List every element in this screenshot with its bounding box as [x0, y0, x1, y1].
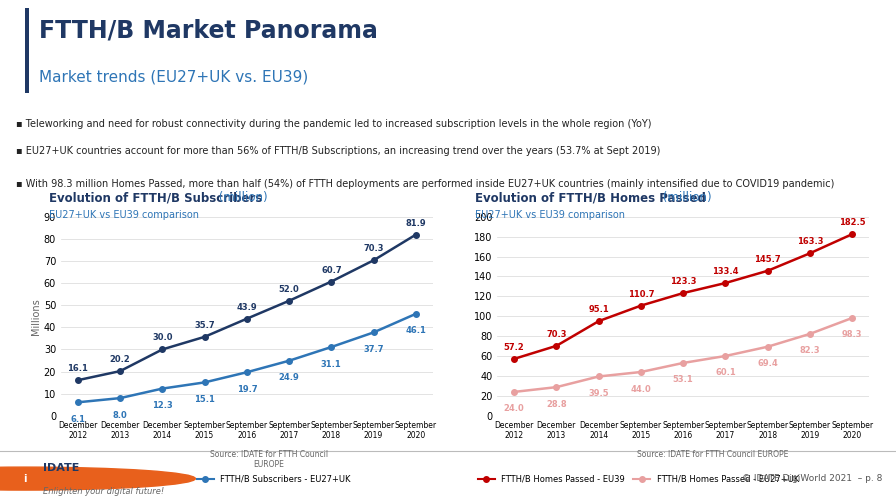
Text: ▪ With 98.3 million Homes Passed, more than half (54%) of FTTH deployments are p: ▪ With 98.3 million Homes Passed, more t… [16, 179, 834, 189]
Text: 28.8: 28.8 [547, 400, 567, 409]
Text: 6.1: 6.1 [70, 415, 85, 424]
Text: 20.2: 20.2 [109, 355, 131, 364]
Text: ▪ Teleworking and need for robust connectivity during the pandemic led to increa: ▪ Teleworking and need for robust connec… [16, 119, 651, 130]
Text: 163.3: 163.3 [797, 237, 823, 246]
Text: 16.1: 16.1 [67, 364, 89, 373]
Text: (million): (million) [215, 191, 268, 204]
Text: 30.0: 30.0 [152, 334, 173, 343]
Text: 123.3: 123.3 [670, 277, 696, 286]
Text: Market trends (EU27+UK vs. EU39): Market trends (EU27+UK vs. EU39) [39, 69, 309, 84]
Text: 8.0: 8.0 [113, 411, 127, 420]
Text: © IDATE DigiWorld 2021  – p. 8: © IDATE DigiWorld 2021 – p. 8 [742, 474, 883, 483]
Text: 110.7: 110.7 [628, 290, 654, 299]
Text: 19.7: 19.7 [237, 385, 257, 394]
Text: (million): (million) [659, 191, 711, 204]
Circle shape [0, 467, 195, 490]
Text: Evolution of FTTH/B Subscribers: Evolution of FTTH/B Subscribers [49, 191, 263, 204]
Text: 43.9: 43.9 [237, 303, 257, 312]
Text: IDATE: IDATE [43, 463, 80, 473]
Text: 24.9: 24.9 [279, 373, 299, 382]
Text: 12.3: 12.3 [152, 401, 173, 410]
Text: 52.0: 52.0 [279, 285, 299, 294]
Text: Source: IDATE for FTTH Council
EUROPE: Source: IDATE for FTTH Council EUROPE [210, 450, 328, 469]
Text: 60.7: 60.7 [321, 266, 341, 275]
Bar [25, 8, 29, 93]
Text: 31.1: 31.1 [321, 359, 341, 368]
Text: 95.1: 95.1 [589, 305, 609, 314]
Text: 15.1: 15.1 [194, 395, 215, 404]
Text: 182.5: 182.5 [839, 218, 866, 227]
Text: 82.3: 82.3 [799, 346, 820, 355]
Text: Enlighten your digital future!: Enlighten your digital future! [43, 487, 164, 496]
Text: i: i [23, 474, 27, 484]
Text: 98.3: 98.3 [842, 331, 863, 340]
Text: 37.7: 37.7 [364, 345, 383, 354]
Text: Evolution of FTTH/B Homes Passed: Evolution of FTTH/B Homes Passed [475, 191, 706, 204]
Text: ▪ EU27+UK countries account for more than 56% of FTTH/B Subscriptions, an increa: ▪ EU27+UK countries account for more tha… [16, 146, 660, 156]
Text: 57.2: 57.2 [504, 343, 524, 352]
Text: 53.1: 53.1 [673, 375, 694, 385]
Text: 35.7: 35.7 [194, 321, 215, 330]
Legend: FTTH/B Homes Passed - EU39, FTTH/B Homes Passed - EU27+UK: FTTH/B Homes Passed - EU39, FTTH/B Homes… [475, 472, 803, 487]
Text: 46.1: 46.1 [405, 326, 426, 335]
Text: 81.9: 81.9 [406, 219, 426, 228]
Text: 60.1: 60.1 [715, 368, 736, 377]
Text: 24.0: 24.0 [504, 404, 524, 413]
Text: EU27+UK vs EU39 comparison: EU27+UK vs EU39 comparison [49, 210, 199, 220]
Text: 133.4: 133.4 [712, 267, 738, 276]
Text: 145.7: 145.7 [754, 255, 781, 264]
Text: EU27+UK vs EU39 comparison: EU27+UK vs EU39 comparison [475, 210, 625, 220]
Text: 39.5: 39.5 [589, 389, 609, 398]
Text: 69.4: 69.4 [757, 359, 778, 368]
Text: 44.0: 44.0 [631, 385, 651, 394]
Y-axis label: Millions: Millions [31, 298, 41, 335]
Text: 70.3: 70.3 [364, 244, 383, 254]
Text: FTTH/B Market Panorama: FTTH/B Market Panorama [39, 18, 378, 42]
Text: Source: IDATE for FTTH Council EUROPE: Source: IDATE for FTTH Council EUROPE [637, 450, 788, 459]
Legend: FTTH/B Subscribers - EU39, FTTH/B Subscribers - EU27+UK: FTTH/B Subscribers - EU39, FTTH/B Subscr… [50, 472, 354, 487]
Text: 70.3: 70.3 [547, 330, 566, 339]
